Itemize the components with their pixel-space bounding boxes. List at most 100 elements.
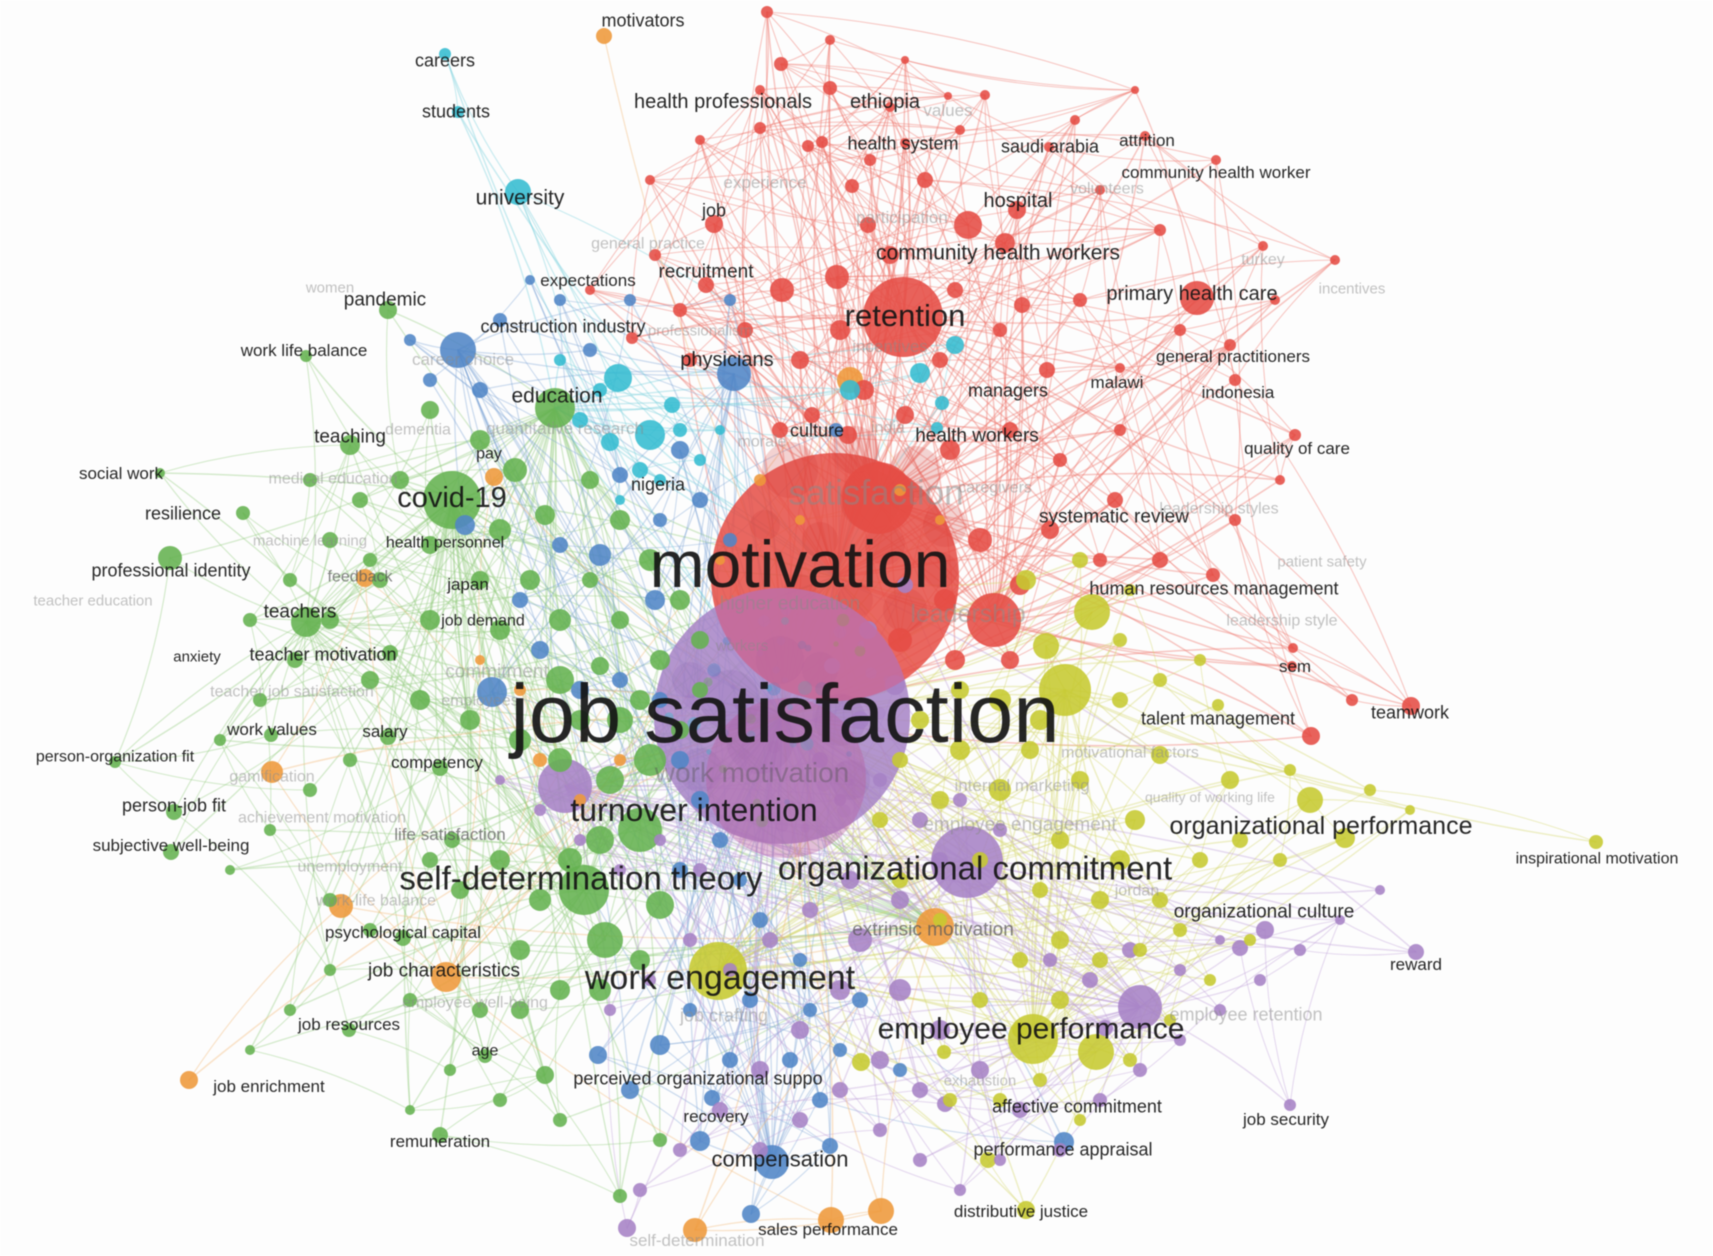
svg-text:recovery: recovery — [683, 1107, 749, 1126]
svg-text:work motivation: work motivation — [654, 757, 850, 788]
svg-text:employee engagement: employee engagement — [923, 815, 1117, 836]
svg-text:anxiety: anxiety — [173, 648, 221, 665]
svg-text:turnover intention: turnover intention — [570, 792, 817, 828]
svg-text:affective commitment: affective commitment — [992, 1096, 1162, 1116]
svg-text:incentives: incentives — [1319, 280, 1386, 297]
svg-text:work values: work values — [226, 720, 317, 739]
svg-text:job resources: job resources — [297, 1015, 400, 1034]
svg-text:distributive justice: distributive justice — [954, 1202, 1088, 1221]
svg-text:education: education — [511, 384, 602, 407]
svg-text:teachers: teachers — [264, 602, 337, 623]
svg-text:commitment: commitment — [445, 662, 549, 683]
svg-text:teacher motivation: teacher motivation — [249, 644, 396, 664]
svg-text:students: students — [422, 101, 490, 121]
svg-text:motivational factors: motivational factors — [1061, 745, 1199, 762]
svg-text:job demand: job demand — [440, 613, 525, 630]
svg-text:values: values — [923, 101, 972, 120]
svg-text:leadership styles: leadership styles — [1159, 501, 1278, 518]
svg-text:self-determination: self-determination — [629, 1231, 764, 1250]
svg-text:volunteers: volunteers — [1070, 181, 1144, 198]
svg-text:quantitative research: quantitative research — [486, 419, 644, 438]
svg-text:quality of care: quality of care — [1244, 439, 1350, 458]
svg-text:salary: salary — [362, 722, 408, 741]
svg-text:india: india — [871, 420, 905, 437]
svg-text:unemployment: unemployment — [298, 859, 404, 876]
svg-text:recruitment: recruitment — [658, 262, 754, 283]
svg-text:women: women — [305, 279, 354, 296]
svg-text:work engagement: work engagement — [584, 959, 856, 997]
svg-text:talent management: talent management — [1141, 708, 1295, 728]
svg-text:incentives: incentives — [852, 337, 928, 356]
svg-text:health workers: health workers — [915, 426, 1039, 447]
svg-text:reward: reward — [1390, 955, 1442, 974]
svg-text:perceived organizational suppo: perceived organizational suppo — [573, 1068, 822, 1088]
svg-text:remuneration: remuneration — [390, 1132, 490, 1151]
svg-text:job enrichment: job enrichment — [212, 1077, 325, 1096]
svg-text:patient safety: patient safety — [1277, 553, 1367, 570]
svg-text:malawi: malawi — [1091, 373, 1144, 392]
svg-text:careers: careers — [415, 50, 475, 70]
svg-text:social work: social work — [79, 464, 164, 483]
svg-text:nigeria: nigeria — [631, 474, 686, 494]
svg-text:indonesia: indonesia — [1202, 383, 1275, 402]
svg-text:japan: japan — [446, 575, 489, 594]
svg-text:satisfaction: satisfaction — [788, 473, 963, 512]
svg-text:caregivers: caregivers — [958, 480, 1032, 497]
svg-text:gamification: gamification — [229, 769, 314, 786]
svg-text:person-organization fit: person-organization fit — [36, 749, 195, 766]
svg-text:organizational culture: organizational culture — [1174, 902, 1355, 923]
svg-text:leadership style: leadership style — [1226, 613, 1337, 630]
svg-text:employees: employees — [441, 693, 518, 710]
svg-text:career choice: career choice — [412, 350, 514, 369]
svg-text:health personnel: health personnel — [386, 535, 504, 552]
svg-text:human resources management: human resources management — [1089, 578, 1338, 598]
svg-text:hospital: hospital — [984, 190, 1053, 212]
svg-text:higher education: higher education — [720, 594, 861, 615]
svg-text:job characteristics: job characteristics — [367, 961, 520, 982]
svg-text:competency: competency — [391, 753, 483, 772]
svg-text:community health workers: community health workers — [876, 241, 1120, 264]
svg-text:job: job — [701, 200, 726, 220]
svg-text:turkey: turkey — [1241, 252, 1285, 269]
svg-text:teacher job satisfaction: teacher job satisfaction — [210, 684, 374, 701]
svg-text:attrition: attrition — [1119, 131, 1175, 150]
svg-text:community health worker: community health worker — [1122, 163, 1311, 182]
svg-text:medical education: medical education — [269, 471, 398, 488]
svg-text:university: university — [476, 186, 565, 209]
svg-text:managers: managers — [968, 380, 1048, 400]
svg-text:health system: health system — [847, 133, 958, 153]
svg-text:pandemic: pandemic — [344, 290, 426, 311]
svg-text:life satisfaction: life satisfaction — [394, 825, 506, 844]
svg-text:inspirational motivation: inspirational motivation — [1516, 851, 1679, 868]
svg-text:employee performance: employee performance — [878, 1013, 1185, 1046]
svg-text:experience: experience — [723, 173, 806, 192]
svg-text:participation: participation — [856, 208, 948, 227]
svg-text:leadership: leadership — [910, 600, 1025, 628]
svg-text:dementia: dementia — [385, 422, 451, 439]
svg-text:organizational performance: organizational performance — [1170, 812, 1473, 840]
svg-text:motivation: motivation — [650, 527, 951, 601]
svg-text:job security: job security — [1242, 1110, 1329, 1129]
svg-text:performance appraisal: performance appraisal — [973, 1139, 1152, 1159]
svg-text:age: age — [472, 1043, 499, 1060]
svg-text:sem: sem — [1279, 657, 1311, 676]
svg-text:professional identity: professional identity — [91, 560, 250, 580]
svg-text:employee retention: employee retention — [1169, 1004, 1322, 1024]
svg-text:teacher education: teacher education — [33, 592, 152, 609]
svg-text:subjective well-being: subjective well-being — [93, 836, 250, 855]
svg-text:systematic review: systematic review — [1039, 507, 1189, 528]
svg-text:self-determination theory: self-determination theory — [399, 860, 763, 897]
svg-text:morale: morale — [738, 434, 787, 451]
svg-text:covid-19: covid-19 — [397, 482, 507, 514]
svg-text:organizational commitment: organizational commitment — [778, 850, 1172, 887]
svg-text:extrinsic motivation: extrinsic motivation — [852, 920, 1014, 941]
svg-text:quality of working life: quality of working life — [1145, 789, 1275, 805]
svg-text:saudi arabia: saudi arabia — [1001, 136, 1100, 156]
svg-text:culture: culture — [790, 420, 844, 440]
svg-text:achievement motivation: achievement motivation — [238, 810, 406, 827]
svg-text:compensation: compensation — [712, 1147, 849, 1172]
svg-text:teamwork: teamwork — [1371, 702, 1450, 722]
svg-text:general practitioners: general practitioners — [1156, 347, 1310, 366]
svg-text:sales performance: sales performance — [758, 1220, 898, 1239]
svg-text:person-job fit: person-job fit — [122, 795, 226, 815]
